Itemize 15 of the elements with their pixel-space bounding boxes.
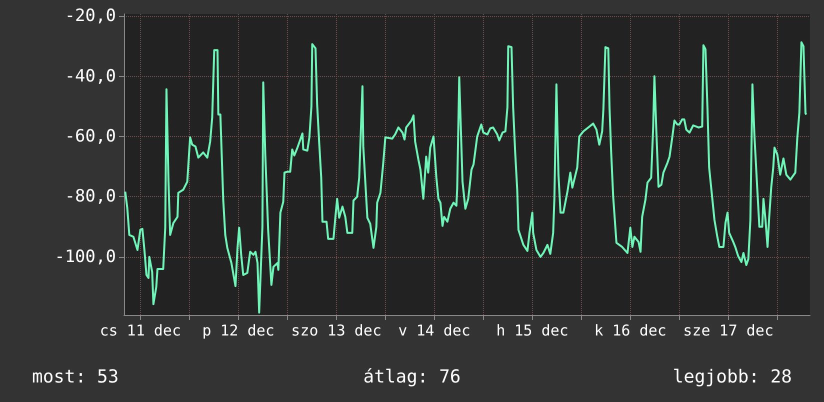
y-tick-label: -60,0 [64,126,116,147]
y-tick-label: -40,0 [64,66,116,86]
x-tick-label: sze 17 dec [683,322,774,340]
text: átlag: 76 [363,366,461,388]
y-tick-label: -80,0 [64,186,116,207]
x-tick-label: cs 11 dec [100,322,181,340]
x-tick-label: szo 13 dec [291,322,382,340]
x-tick-label: v 14 dec [398,322,470,340]
text: most: 53 [32,366,119,388]
x-tick-label: k 16 dec [594,322,666,340]
y-tick-label: -100,0 [54,246,116,267]
text: legjobb: 28 [672,366,792,388]
x-tick-label: h 15 dec [496,322,568,340]
x-tick-label: p 12 dec [202,322,274,340]
y-tick-label: -20,0 [64,6,116,26]
